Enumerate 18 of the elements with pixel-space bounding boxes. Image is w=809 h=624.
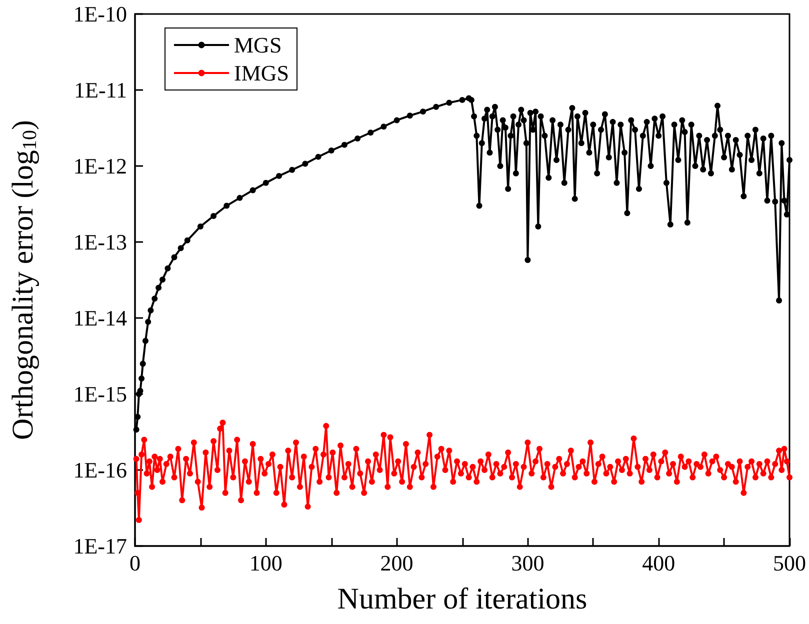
y-tick-label: 1E-11	[74, 78, 127, 102]
x-tick-label: 0	[130, 550, 140, 576]
y-tick-label: 1E-10	[73, 2, 127, 26]
x-tick-label: 300	[511, 550, 544, 576]
x-tick-label: 500	[773, 550, 806, 576]
y-axis-title: Orthogonality error (log10)	[6, 120, 41, 440]
x-axis-title: Number of iterations	[337, 582, 588, 616]
y-tick-label: 1E-16	[73, 458, 127, 482]
legend-label: MGS	[234, 32, 282, 58]
y-tick-label: 1E-12	[73, 154, 127, 178]
legend-label: IMGS	[234, 60, 290, 86]
x-tick-label: 400	[642, 550, 676, 576]
y-tick-label: 1E-14	[73, 306, 127, 330]
y-tick-label: 1E-15	[73, 382, 127, 406]
x-tick-label: 100	[249, 550, 282, 576]
y-tick-label: 1E-17	[73, 534, 127, 558]
y-tick-label: 1E-13	[73, 230, 127, 254]
x-tick-label: 200	[380, 550, 414, 576]
